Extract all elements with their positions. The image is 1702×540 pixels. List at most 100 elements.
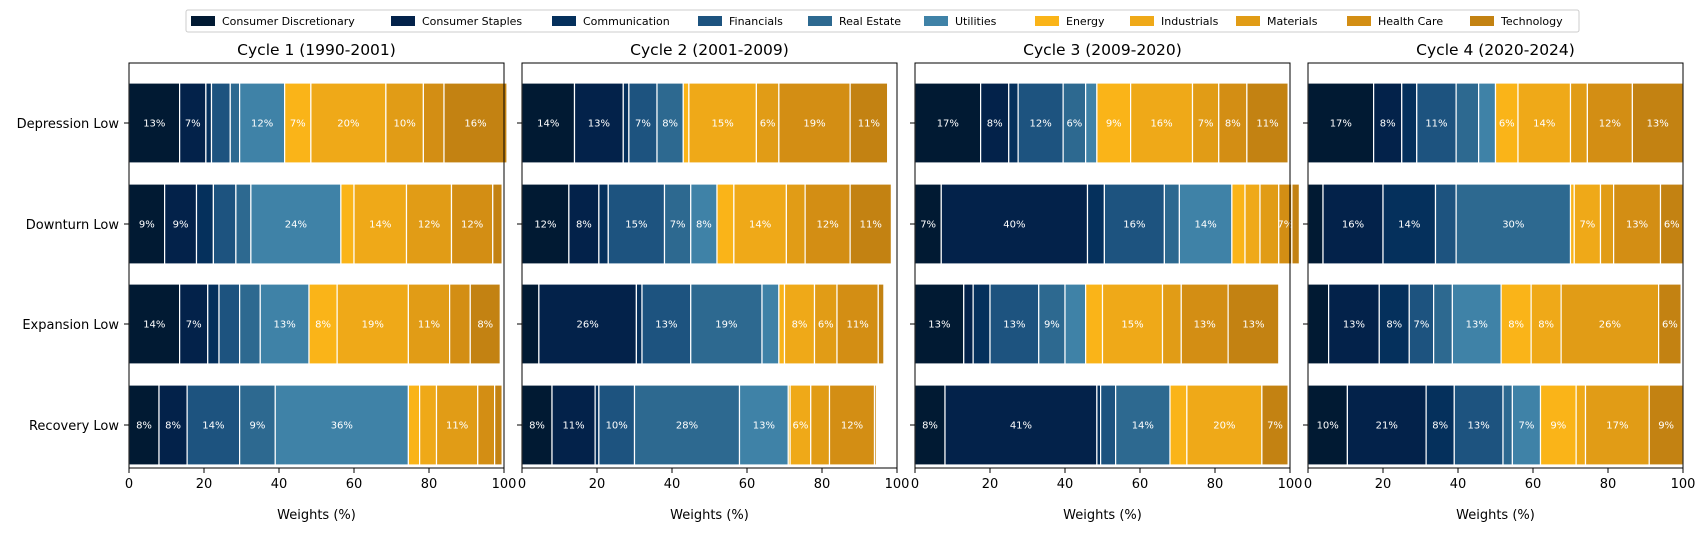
bar-segment xyxy=(1096,82,1132,164)
legend-label: Health Care xyxy=(1378,15,1443,28)
bar-segment xyxy=(1560,283,1660,365)
bar-segment xyxy=(1346,384,1427,466)
bar-segment xyxy=(1382,183,1437,265)
bar-segment xyxy=(1455,183,1572,265)
legend-swatch xyxy=(924,16,948,26)
legend-swatch xyxy=(808,16,832,26)
bar-segment xyxy=(340,183,355,265)
bar-value-label: 9% xyxy=(1550,421,1566,432)
bar-stack: 14% 7% 13% 8% 19% 11% 8% xyxy=(128,283,501,365)
axes-frame xyxy=(1307,62,1684,469)
bar-value-label: 9% xyxy=(173,220,189,231)
bar-segment xyxy=(1416,82,1457,164)
bar-value-label: 17% xyxy=(937,119,959,130)
bar-value-label: 7% xyxy=(1414,320,1430,331)
bar-segment xyxy=(1451,283,1502,365)
bar-value-label: 16% xyxy=(1150,119,1172,130)
x-axis: 0 20 40 60 80 100 xyxy=(125,468,516,492)
bar-segment xyxy=(1261,384,1289,466)
y-axis: Depression Low Downturn Low Expansion Low R… xyxy=(17,117,129,434)
bar-segment xyxy=(207,283,220,365)
bar-segment xyxy=(810,384,831,466)
bar-segment xyxy=(733,183,787,265)
legend-swatch xyxy=(1236,16,1260,26)
bar-segment xyxy=(1378,283,1410,365)
bar-value-label: 26% xyxy=(577,320,599,331)
bar-segment xyxy=(521,384,553,466)
bar-value-label: 11% xyxy=(446,421,468,432)
bar-value-label: 11% xyxy=(1425,119,1447,130)
bar-segment xyxy=(407,384,421,466)
bar-value-label: 13% xyxy=(928,320,950,331)
panel-title: Cycle 4 (2020-2024) xyxy=(1416,41,1575,59)
bar-segment xyxy=(598,183,609,265)
y-tick-label: Downturn Low xyxy=(26,218,120,233)
legend-entry: Industrials xyxy=(1130,15,1219,28)
bar-segment xyxy=(1169,384,1188,466)
bar-value-label: 7% xyxy=(1198,119,1214,130)
bar-segment xyxy=(607,183,666,265)
bar-value-label: 16% xyxy=(1123,220,1145,231)
bar-value-label: 12% xyxy=(1599,119,1621,130)
legend-swatch xyxy=(1470,16,1494,26)
legend-entry: Consumer Discretionary xyxy=(191,15,355,28)
bar-value-label: 6% xyxy=(1499,119,1515,130)
bar-segment xyxy=(1017,82,1064,164)
legend-label: Industrials xyxy=(1161,15,1219,28)
bar-segment xyxy=(128,283,181,365)
y-axis xyxy=(517,122,522,426)
bar-value-label: 12% xyxy=(841,421,863,432)
bar-segment xyxy=(914,283,965,365)
bar-segment xyxy=(568,183,600,265)
x-tick-label: 100 xyxy=(1671,477,1696,492)
bar-segment xyxy=(1453,384,1504,466)
bar-value-label: 6% xyxy=(1066,119,1082,130)
x-tick-label: 40 xyxy=(271,477,288,492)
bar-segment xyxy=(656,82,684,164)
legend-swatch xyxy=(191,16,215,26)
bar-segment xyxy=(158,384,188,466)
chart-panel: Cycle 2 (2001-2009) 14% 13% 7% 8% 15% 6% 19% 11%… xyxy=(517,41,909,523)
bar-segment xyxy=(1307,183,1324,265)
bar-value-label: 14% xyxy=(1132,421,1154,432)
panel-title: Cycle 1 (1990-2001) xyxy=(237,41,396,59)
y-axis xyxy=(910,122,915,426)
bar-stack: 8% 41% 14% 20% 7% xyxy=(914,384,1289,466)
x-tick-label: 40 xyxy=(1450,477,1467,492)
bar-value-label: 13% xyxy=(588,119,610,130)
bar-value-label: 28% xyxy=(676,421,698,432)
y-axis xyxy=(1303,122,1308,426)
x-tick-label: 20 xyxy=(982,477,999,492)
bar-value-label: 7% xyxy=(1519,421,1535,432)
y-tick-label: Depression Low xyxy=(17,117,120,132)
axes-frame xyxy=(914,62,1291,469)
x-axis-label: Weights (%) xyxy=(1063,508,1142,523)
bar-stack: 8% 8% 14% 9% 36% 11% xyxy=(128,384,503,466)
bar-segment xyxy=(435,384,479,466)
bar-value-label: 13% xyxy=(1466,320,1488,331)
x-axis: 0 20 40 60 80 100 xyxy=(518,468,909,492)
bar-segment xyxy=(449,283,471,365)
bar-value-label: 40% xyxy=(1003,220,1025,231)
legend-swatch xyxy=(1130,16,1154,26)
y-tick-label: Expansion Low xyxy=(22,318,119,333)
bar-segment xyxy=(716,183,735,265)
bar-value-label: 13% xyxy=(1003,320,1025,331)
bar-value-label: 6% xyxy=(760,119,776,130)
bar-segment xyxy=(128,82,181,164)
bar-value-label: 8% xyxy=(696,220,712,231)
bar-segment xyxy=(186,384,241,466)
bar-value-label: 16% xyxy=(1342,220,1364,231)
bar-segment xyxy=(783,283,816,365)
bar-value-label: 14% xyxy=(749,220,771,231)
bar-segment xyxy=(1085,82,1098,164)
legend-entry: Real Estate xyxy=(808,15,901,28)
legend-swatch xyxy=(1035,16,1059,26)
bar-segment xyxy=(1218,82,1248,164)
bar-value-label: 13% xyxy=(655,320,677,331)
bar-segment xyxy=(1434,183,1457,265)
bar-value-label: 11% xyxy=(847,320,869,331)
legend-entry: Financials xyxy=(698,15,783,28)
